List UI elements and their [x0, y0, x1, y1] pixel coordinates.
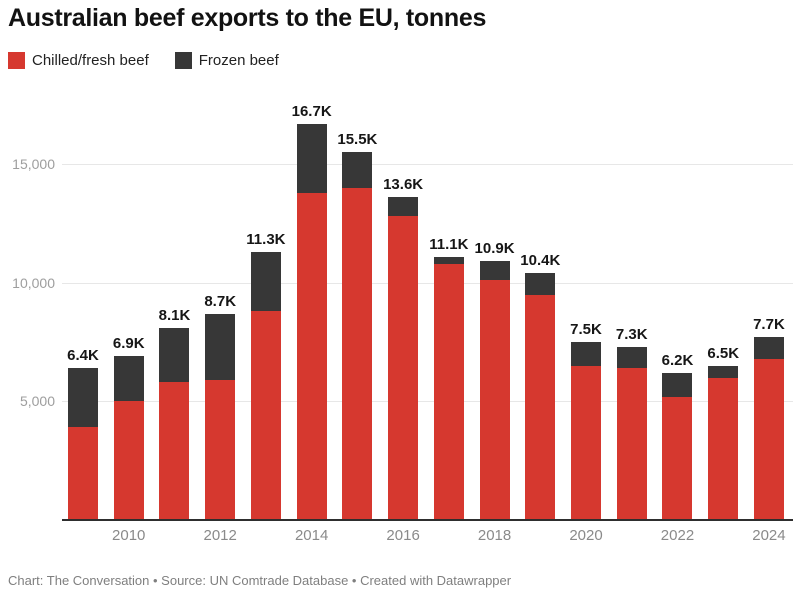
bar-segment-chilled-2014[interactable]	[296, 192, 327, 520]
legend-item-chilled-fresh-beef: Chilled/fresh beef	[8, 52, 149, 69]
chart-title: Australian beef exports to the EU, tonne…	[8, 4, 487, 32]
legend-swatch-chilled-icon	[8, 52, 25, 69]
bar-segment-frozen-2012[interactable]	[205, 313, 236, 381]
bar-segment-chilled-2019[interactable]	[525, 294, 556, 520]
bar-segment-chilled-2011[interactable]	[159, 382, 190, 520]
footer-attribution: Chart: The Conversation • Source: UN Com…	[8, 573, 512, 588]
bar-total-label-2018: 10.9K	[474, 240, 515, 258]
bar-segment-chilled-2010[interactable]	[113, 401, 144, 520]
legend: Chilled/fresh beef Frozen beef	[8, 52, 279, 69]
bar-total-label-2020: 7.5K	[570, 321, 602, 339]
x-axis-line	[62, 519, 793, 521]
y-axis-tick-label: 10,000	[12, 274, 55, 291]
bar-segment-chilled-2013[interactable]	[250, 311, 281, 520]
bar-segment-chilled-2023[interactable]	[708, 377, 739, 520]
bar-total-label-2016: 13.6K	[383, 176, 424, 194]
legend-label-frozen: Frozen beef	[198, 52, 279, 69]
bar-segment-chilled-2022[interactable]	[662, 396, 693, 520]
bar-segment-frozen-2014[interactable]	[296, 123, 327, 193]
bar-total-label-2024: 7.7K	[753, 316, 785, 334]
bar-segment-frozen-2009[interactable]	[68, 368, 98, 428]
legend-label-chilled: Chilled/fresh beef	[32, 52, 149, 69]
legend-swatch-frozen-icon	[174, 52, 192, 69]
gridline-5000	[62, 401, 793, 403]
bar-segment-frozen-2021[interactable]	[616, 346, 647, 369]
bar-total-label-2014: 16.7K	[291, 102, 332, 120]
bar-segment-frozen-2016[interactable]	[388, 197, 419, 217]
bar-segment-frozen-2023[interactable]	[708, 365, 739, 378]
bar-segment-chilled-2020[interactable]	[571, 365, 602, 520]
bar-segment-frozen-2024[interactable]	[753, 337, 784, 359]
bar-total-label-2009: 6.4K	[67, 347, 99, 365]
bar-total-label-2011: 8.1K	[158, 306, 191, 324]
bar-total-label-2010: 6.9K	[112, 335, 145, 353]
bar-segment-frozen-2019[interactable]	[525, 273, 556, 295]
bar-segment-frozen-2010[interactable]	[113, 356, 144, 402]
bar-segment-chilled-2018[interactable]	[479, 280, 510, 520]
bar-total-label-2015: 15.5K	[337, 131, 378, 149]
bar-segment-chilled-2017[interactable]	[433, 263, 464, 520]
x-axis-tick-label-2016: 2016	[386, 527, 420, 544]
x-axis-tick-label-2014: 2014	[294, 527, 329, 544]
bar-segment-frozen-2011[interactable]	[159, 327, 190, 383]
x-axis-tick-label-2010: 2010	[112, 527, 146, 544]
bar-segment-frozen-2022[interactable]	[662, 372, 693, 397]
bar-segment-frozen-2018[interactable]	[479, 261, 510, 281]
bar-segment-chilled-2015[interactable]	[342, 187, 373, 520]
bar-segment-chilled-2024[interactable]	[753, 358, 784, 520]
bar-total-label-2019: 10.4K	[520, 252, 561, 270]
legend-item-frozen-beef: Frozen beef	[174, 52, 279, 69]
bar-total-label-2012: 8.7K	[204, 292, 237, 310]
bar-total-label-2017: 11.1K	[429, 235, 469, 253]
bar-total-label-2022: 6.2K	[661, 351, 694, 369]
x-axis-tick-label-2012: 2012	[203, 527, 237, 544]
bar-segment-frozen-2013[interactable]	[250, 251, 281, 312]
x-axis-tick-label-2022: 2022	[660, 527, 695, 544]
bar-segment-chilled-2009[interactable]	[68, 427, 98, 520]
bar-segment-chilled-2021[interactable]	[616, 368, 647, 520]
bar-total-label-2013: 11.3K	[246, 230, 286, 248]
bar-total-label-2021: 7.3K	[615, 325, 648, 343]
y-axis-tick-label: 5,000	[19, 393, 55, 410]
x-axis-tick-label-2020: 2020	[569, 527, 603, 544]
bar-segment-chilled-2012[interactable]	[205, 380, 236, 520]
bar-segment-frozen-2015[interactable]	[342, 152, 373, 188]
bar-total-label-2023: 6.5K	[707, 344, 740, 362]
gridline-10000	[62, 282, 793, 284]
bar-segment-frozen-2017[interactable]	[433, 256, 464, 264]
bar-segment-frozen-2020[interactable]	[571, 342, 602, 366]
x-axis-tick-label-2024: 2024	[752, 527, 786, 544]
x-axis-tick-label-2018: 2018	[477, 527, 512, 544]
bar-segment-chilled-2016[interactable]	[388, 216, 419, 520]
y-axis-tick-label: 15,000	[12, 156, 55, 173]
gridline-15000	[62, 164, 793, 166]
